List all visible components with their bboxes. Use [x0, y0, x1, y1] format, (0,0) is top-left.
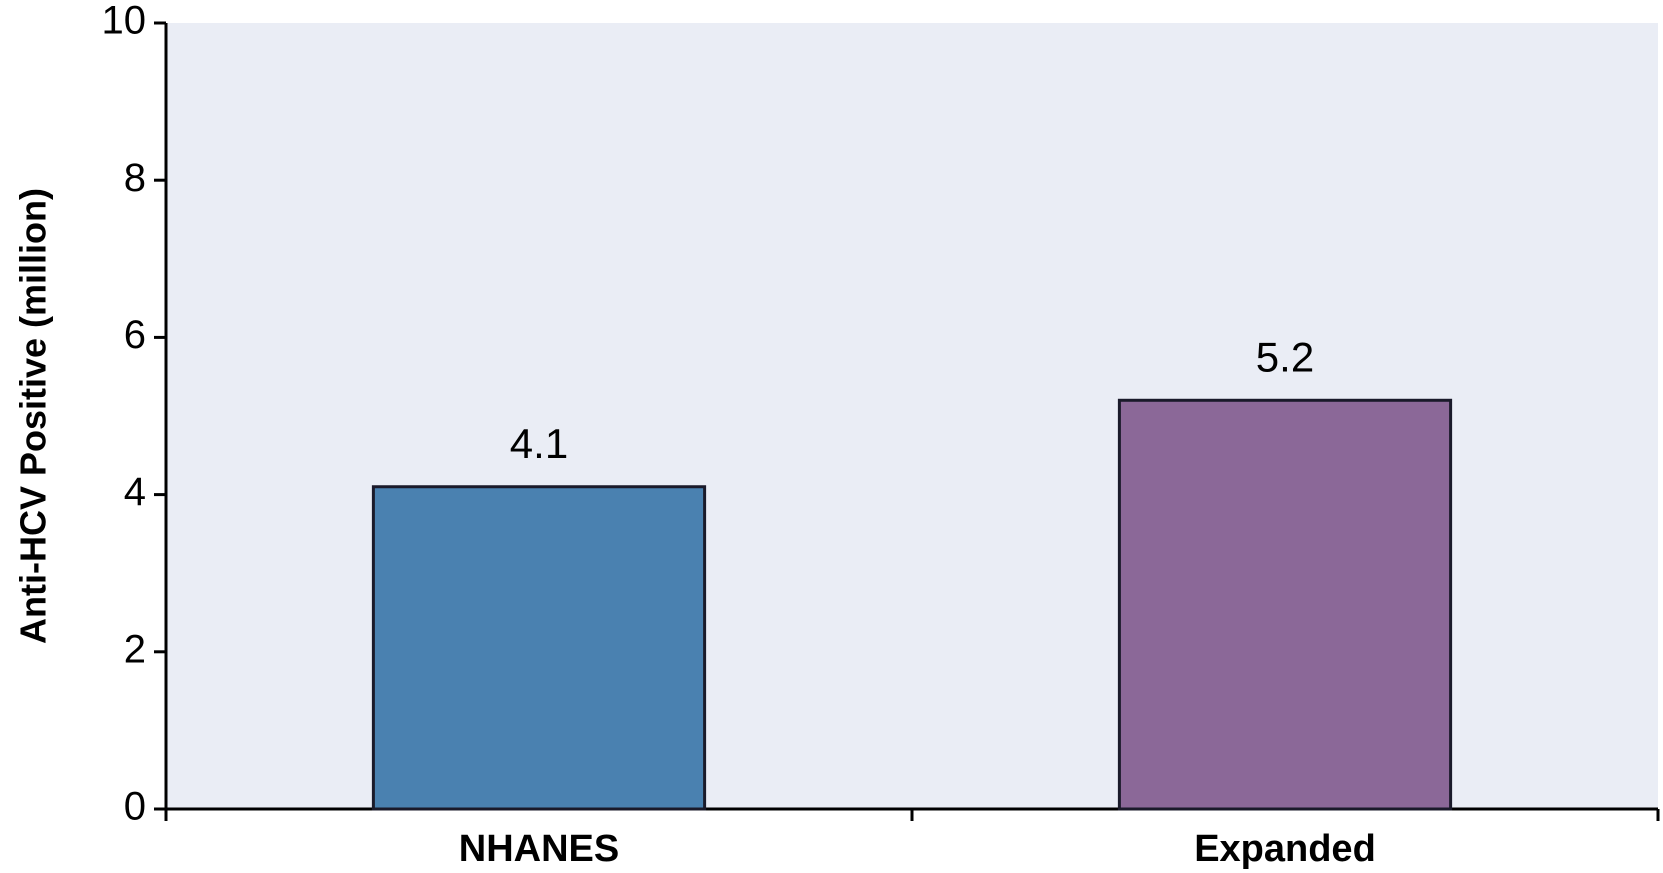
y-tick-label: 4 [124, 470, 146, 514]
y-tick-label: 6 [124, 313, 146, 357]
value-label: 5.2 [1256, 333, 1314, 380]
bar [371, 485, 707, 811]
y-tick-label: 8 [124, 156, 146, 200]
y-tick-label: 10 [102, 0, 147, 43]
value-label: 4.1 [510, 420, 568, 467]
y-tick-label: 0 [124, 785, 146, 829]
bar [1117, 398, 1453, 811]
x-tick-label: Expanded [1194, 828, 1376, 870]
y-axis-label: Anti-HCV Positive (million) [13, 188, 54, 644]
x-tick-label: NHANES [459, 828, 619, 870]
y-tick-label: 2 [124, 627, 146, 671]
